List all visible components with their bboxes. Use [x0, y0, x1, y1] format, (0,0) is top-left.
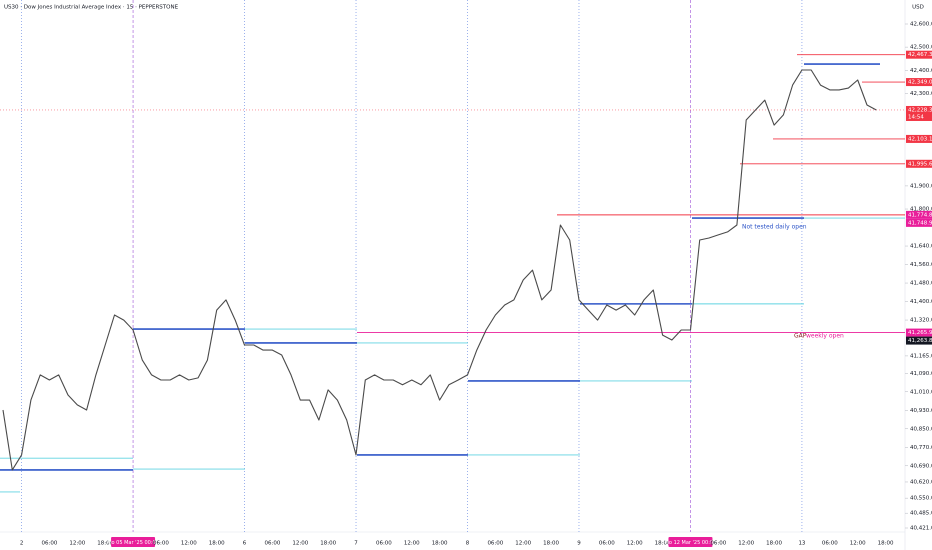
x-tick-label: 06:00	[487, 541, 503, 547]
price-badge	[906, 78, 932, 87]
y-tick-label: 41,400.0	[910, 299, 932, 305]
price-badge-label: 42,103.1	[908, 136, 932, 142]
x-tick-label: 06:00	[153, 541, 169, 547]
x-tick-label: 06:00	[42, 541, 58, 547]
y-tick-label: 40,485.0	[910, 511, 932, 517]
x-tick-label: 6	[243, 541, 247, 547]
countdown: 14:54	[908, 114, 924, 120]
price-badge	[906, 328, 932, 337]
y-tick-label: 41,640.0	[910, 244, 932, 250]
y-tick-label: 40,930.0	[910, 408, 932, 414]
y-tick-label: 40,850.0	[910, 426, 932, 432]
x-tick-label: 06:00	[599, 541, 615, 547]
price-badge-label: 42,349.0	[908, 80, 932, 86]
price-badge-label: 41,748.9	[908, 220, 932, 226]
x-tick-label: 8	[466, 541, 470, 547]
price-badge	[906, 105, 932, 121]
x-tick-label: 13	[798, 541, 805, 547]
y-tick-label: 42,600.0	[910, 22, 932, 28]
x-tick-label: 12:00	[627, 541, 643, 547]
annotation: Not tested daily open	[742, 224, 807, 231]
x-tick-label: 18:00	[432, 541, 448, 547]
x-tick-label: 12:00	[850, 541, 866, 547]
y-tick-label: 41,320.0	[910, 318, 932, 324]
x-tick-label: 12:00	[181, 541, 197, 547]
x-tick-label: 06:00	[822, 541, 838, 547]
y-tick-label: 42,400.0	[910, 68, 932, 74]
price-badge-label: 41,263.8	[908, 338, 932, 344]
x-tick-label: 7	[354, 541, 358, 547]
y-tick-label: 40,550.0	[910, 496, 932, 502]
x-tick-label: 12:00	[69, 541, 85, 547]
currency: USD	[912, 5, 924, 11]
price-badge	[906, 336, 932, 345]
y-tick-label: 40,770.0	[910, 445, 932, 451]
y-tick-label: 40,421.0	[910, 526, 932, 532]
annotation: GAP	[794, 333, 807, 340]
x-tick-label: 06:00	[710, 541, 726, 547]
x-tick-label: 12:00	[515, 541, 531, 547]
y-tick-label: 41,090.0	[910, 371, 932, 377]
x-badge	[668, 537, 713, 547]
x-tick-label: 9	[577, 541, 581, 547]
y-tick-label: 42,300.0	[910, 91, 932, 97]
x-tick-label: Mo 05 Mar '25 00:00	[107, 540, 159, 546]
x-tick-label: 18:00	[878, 541, 894, 547]
x-tick-label: 06:00	[376, 541, 392, 547]
price-badge-label: 41,265.9	[908, 330, 932, 336]
x-tick-label: 18:00	[97, 541, 113, 547]
x-tick-label: 18:00	[766, 541, 782, 547]
y-tick-label: 40,620.0	[910, 479, 932, 485]
x-tick-label: 18:00	[543, 541, 559, 547]
x-tick-label: 12:00	[292, 541, 308, 547]
x-badge	[111, 537, 156, 547]
price-badge-label: 42,228.3	[908, 107, 932, 113]
y-tick-label: 41,900.0	[910, 183, 932, 189]
price-badge	[906, 159, 932, 168]
x-tick-label: 18:00	[320, 541, 336, 547]
y-tick-label: 41,165.0	[910, 353, 932, 359]
price-line	[2, 69, 877, 471]
price-badge-label: 41,995.6	[908, 161, 932, 167]
price-badge	[906, 210, 932, 219]
price-badge	[906, 50, 932, 59]
y-tick-label: 41,560.0	[910, 262, 932, 268]
x-tick-label: 12:00	[738, 541, 754, 547]
x-tick-label: 06:00	[264, 541, 280, 547]
price-badge-label: 41,774.8	[908, 212, 932, 218]
y-tick-label: 41,010.0	[910, 389, 932, 395]
price-badge	[906, 134, 932, 143]
x-tick-label: 18:00	[209, 541, 225, 547]
x-tick-label: Mo 12 Mar '25 00:00	[665, 540, 717, 546]
x-tick-label: 18:00	[655, 541, 671, 547]
annotation: weekly open	[806, 333, 844, 340]
x-tick-label: 12:00	[404, 541, 420, 547]
y-tick-label: 41,480.0	[910, 281, 932, 287]
x-tick-label: 2	[20, 541, 24, 547]
chart-title: US30 · Dow Jones Industrial Average Inde…	[4, 5, 179, 11]
price-badge-label: 42,467.3	[908, 52, 932, 58]
price-badge	[906, 218, 932, 227]
y-tick-label: 41,800.0	[910, 207, 932, 213]
y-tick-label: 40,690.0	[910, 463, 932, 469]
y-tick-label: 42,500.0	[910, 45, 932, 51]
